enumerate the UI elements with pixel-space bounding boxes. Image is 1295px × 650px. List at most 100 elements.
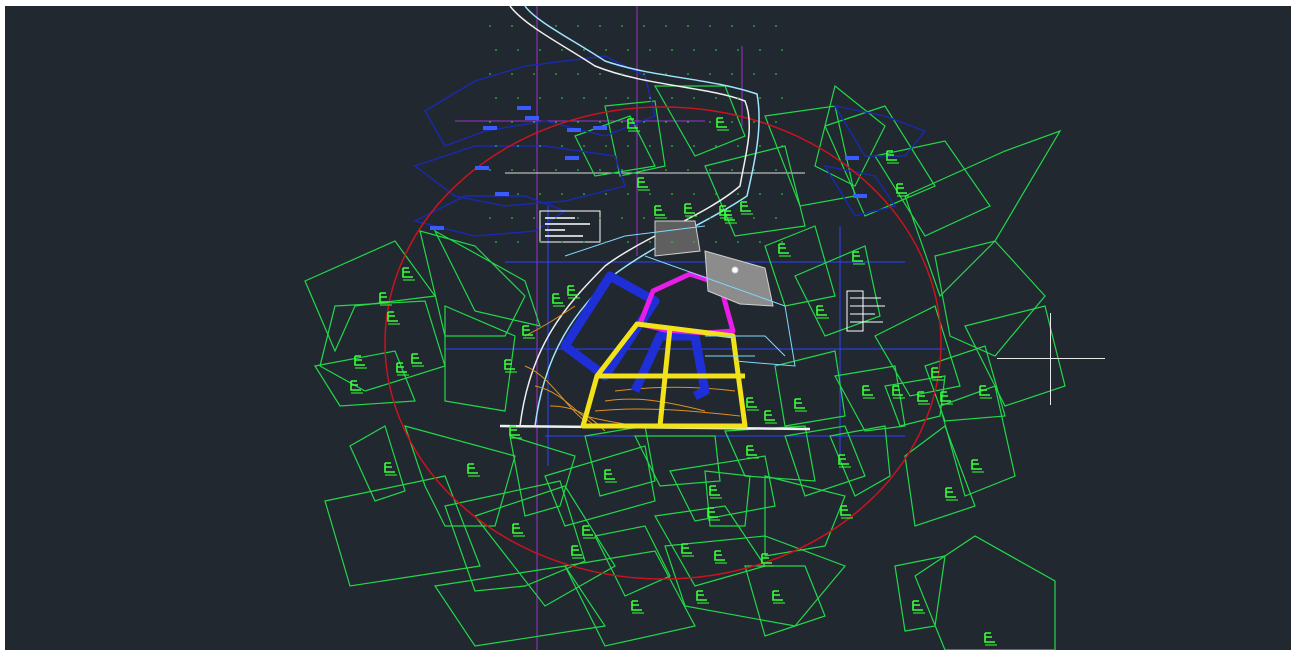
grid-dot	[495, 145, 497, 147]
grid-dot	[781, 145, 783, 147]
parcel-label-glyph	[637, 177, 650, 191]
grid-dot	[495, 97, 497, 99]
grid-dot	[605, 241, 607, 243]
parcel-label-glyph	[892, 385, 905, 399]
parcel-label-glyph	[512, 523, 525, 537]
parcel-label-glyph	[816, 305, 829, 319]
grid-dot	[753, 121, 755, 123]
grid-dot	[533, 121, 535, 123]
grid-dot	[489, 73, 491, 75]
yellow-zone[interactable]	[580, 321, 748, 429]
grid-dot	[643, 73, 645, 75]
grid-dot	[599, 25, 601, 27]
parcel-label-glyph	[467, 463, 480, 477]
grid-dot	[555, 169, 557, 171]
blue-zone-label	[845, 156, 859, 160]
parcel-label-glyph	[684, 203, 697, 217]
grid-dot	[599, 217, 601, 219]
grid-dot	[781, 97, 783, 99]
legend-list-east[interactable]	[846, 290, 885, 332]
grid-dot	[577, 217, 579, 219]
parcel-label-glyph	[984, 632, 997, 646]
grid-dot	[737, 49, 739, 51]
grid-dot	[687, 25, 689, 27]
grid-dot	[649, 97, 651, 99]
internal-roads	[564, 225, 796, 367]
grid-dot	[775, 73, 777, 75]
grid-dot	[759, 97, 761, 99]
parcel-outlines[interactable]	[304, 84, 1066, 650]
grid-dot	[621, 121, 623, 123]
grid-dot	[687, 169, 689, 171]
grid-dot	[489, 169, 491, 171]
grid-dot	[517, 49, 519, 51]
parcel-label-glyph	[582, 525, 595, 539]
grid-dot	[517, 193, 519, 195]
grid-dot	[583, 193, 585, 195]
grid-dot	[643, 121, 645, 123]
grid-dot	[627, 145, 629, 147]
grid-dot	[495, 241, 497, 243]
grid-dot	[511, 169, 513, 171]
grid-dot	[577, 169, 579, 171]
grid-dot	[775, 121, 777, 123]
grid-dot	[731, 169, 733, 171]
grid-dot	[731, 217, 733, 219]
grid-dot	[709, 73, 711, 75]
legend-box-icon[interactable]	[539, 210, 601, 243]
grid-dot	[665, 121, 667, 123]
grid-dot	[693, 97, 695, 99]
grid-dot	[775, 217, 777, 219]
grid-dot	[605, 49, 607, 51]
blue-zone-label	[853, 194, 867, 198]
parcel-label-glyph	[740, 201, 753, 215]
parcel-label-glyph	[724, 210, 737, 224]
grid-dot	[687, 73, 689, 75]
site-plan-drawing[interactable]	[5, 6, 1291, 650]
grid-dot	[665, 169, 667, 171]
blue-zone-label	[517, 106, 531, 110]
grid-dot	[649, 241, 651, 243]
parcel-label-glyph	[696, 590, 709, 604]
parcel-label-glyph	[411, 353, 424, 367]
blue-zone-north[interactable]	[412, 55, 927, 237]
parcel-label-glyph	[571, 545, 584, 559]
grid-dot	[709, 121, 711, 123]
grid-dot	[759, 49, 761, 51]
parcel-label-glyph	[761, 553, 774, 567]
blue-zone-label	[495, 192, 509, 196]
grid-dot	[753, 217, 755, 219]
parcel-label-glyph	[840, 505, 853, 519]
grid-dot	[649, 49, 651, 51]
grid-dot	[737, 193, 739, 195]
parcel-label-glyph	[746, 445, 759, 459]
parcel-label-glyph	[350, 380, 363, 394]
grid-dot	[555, 25, 557, 27]
grid-dot	[555, 217, 557, 219]
grid-dot	[715, 49, 717, 51]
grid-dot	[489, 217, 491, 219]
parcel-label-glyph	[971, 459, 984, 473]
grid-dot	[599, 73, 601, 75]
blue-zone-label	[567, 128, 581, 132]
parcel-label-glyph	[379, 292, 392, 306]
parcel-label-glyph	[979, 385, 992, 399]
grid-dot	[731, 25, 733, 27]
blue-zone-label	[430, 226, 444, 230]
parcel-label-glyph	[917, 391, 930, 405]
grid-dot	[561, 97, 563, 99]
grid-dot	[599, 121, 601, 123]
boundary-circle[interactable]	[384, 106, 942, 580]
cad-drawing-viewport[interactable]	[5, 6, 1291, 650]
grid-dot	[781, 241, 783, 243]
grid-guides	[445, 6, 945, 650]
grid-dot	[649, 145, 651, 147]
parcel-label-glyph	[604, 469, 617, 483]
grid-dot	[517, 241, 519, 243]
grid-dot	[561, 193, 563, 195]
grid-dot	[737, 145, 739, 147]
grid-dot	[627, 193, 629, 195]
parcel-label-glyph	[772, 590, 785, 604]
grid-dot	[693, 145, 695, 147]
